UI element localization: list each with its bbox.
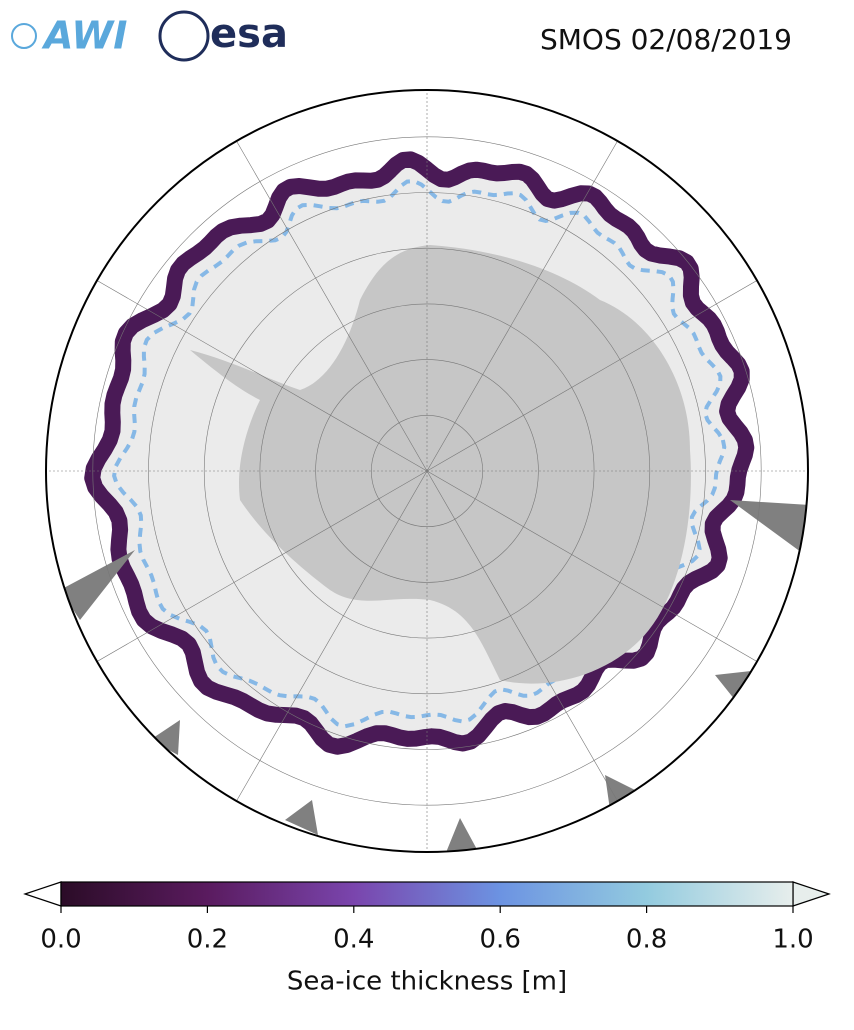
colorbar-tick-label: 0.0 (40, 925, 81, 955)
meridian (426, 124, 628, 472)
colorbar-extend-low (23, 881, 62, 907)
parallel (92, 136, 762, 806)
map (46, 90, 808, 852)
colorbar-tick-label: 0.4 (333, 925, 374, 955)
parallel (148, 192, 706, 750)
colorbar-tick-label: 0.6 (480, 925, 521, 955)
colorbar-bar (60, 881, 794, 907)
colorbar-label: Sea-ice thickness [m] (287, 967, 567, 997)
colorbar-tick-label: 0.8 (626, 925, 667, 955)
meridian (426, 270, 774, 472)
awi-logo: AWI (41, 14, 127, 58)
meridian (426, 470, 628, 818)
colorbar-tick-label: 0.2 (187, 925, 228, 955)
graticule (46, 90, 808, 852)
colorbar-tick-label: 1.0 (772, 925, 813, 955)
parallel (203, 247, 651, 695)
parallel (370, 414, 483, 527)
awi-icon (11, 23, 37, 49)
parallel (315, 359, 539, 583)
meridian (80, 470, 428, 672)
parallel (259, 303, 595, 639)
antarctica (190, 245, 691, 684)
colorbar (23, 881, 831, 913)
globe-border (45, 89, 809, 853)
meridian (226, 470, 428, 818)
meridian (426, 470, 774, 672)
meridian (80, 270, 428, 472)
meridian (226, 124, 428, 472)
esa-icon (158, 10, 210, 62)
title: SMOS 02/08/2019 (540, 23, 792, 56)
esa-logo: esa (210, 11, 288, 57)
colorbar-extend-high (792, 881, 831, 907)
logos: AWI esa (11, 10, 288, 62)
